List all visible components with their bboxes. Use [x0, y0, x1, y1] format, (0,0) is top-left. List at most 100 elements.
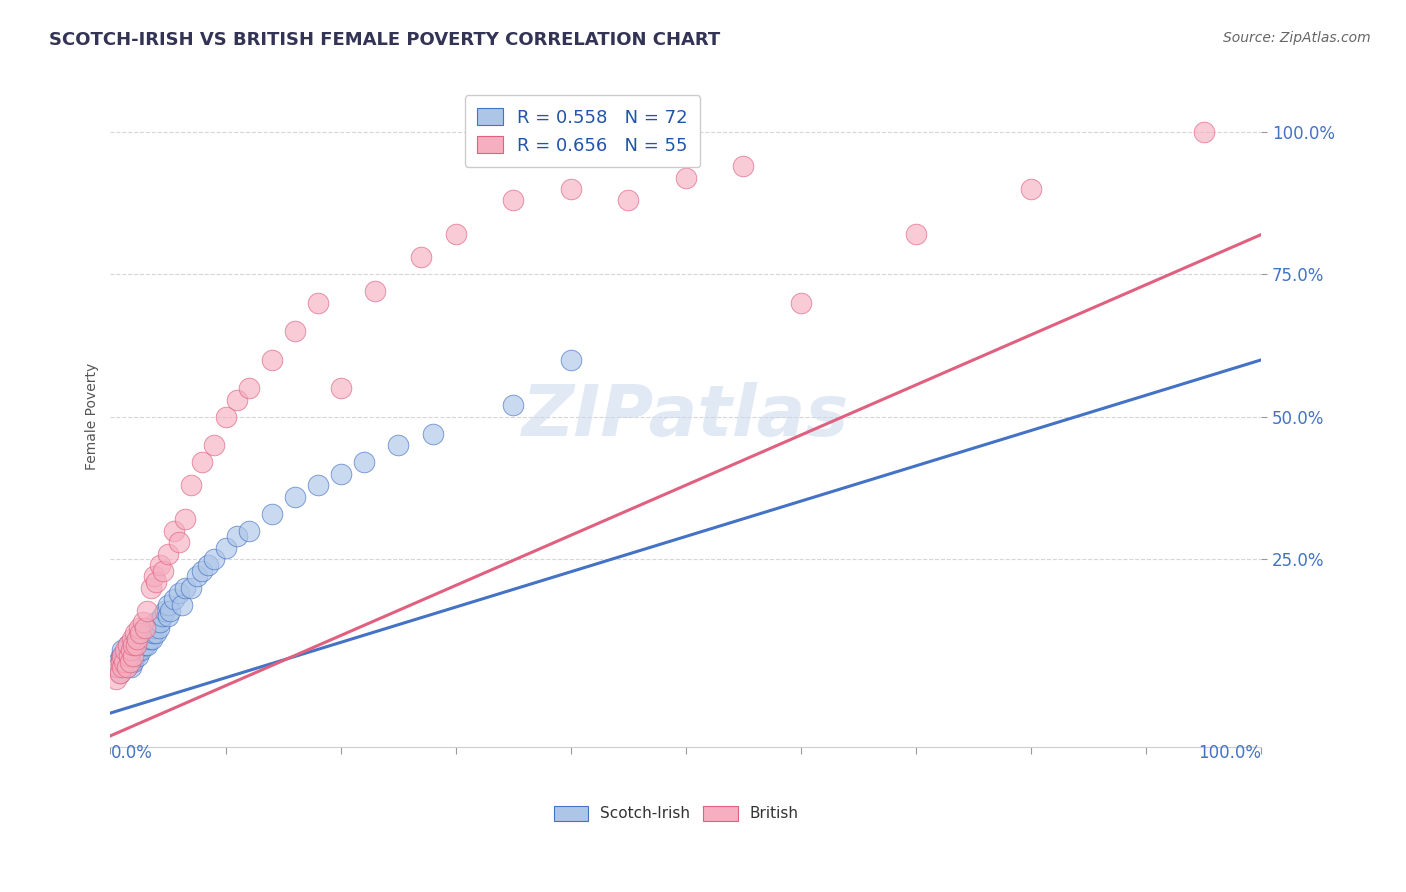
Point [156, 547, 179, 561]
Point [675, 170, 697, 185]
Point [145, 574, 167, 589]
Point [1192, 125, 1215, 139]
Point [134, 621, 156, 635]
Point [111, 660, 134, 674]
Point [145, 626, 167, 640]
Text: Scotch-Irish: Scotch-Irish [599, 805, 689, 821]
Point [284, 324, 307, 338]
Point [136, 638, 159, 652]
Point [112, 655, 135, 669]
Point [226, 392, 249, 407]
Text: British: British [749, 805, 799, 821]
Point [121, 643, 143, 657]
Point [197, 558, 219, 572]
Point [134, 638, 156, 652]
Point [114, 643, 136, 657]
Point [149, 558, 172, 572]
Point [238, 524, 260, 538]
Point [307, 478, 329, 492]
Point [138, 626, 160, 640]
Point [790, 296, 813, 310]
Point [214, 541, 236, 555]
Point [260, 507, 283, 521]
Point [502, 398, 524, 412]
Point [159, 603, 181, 617]
Point [125, 632, 148, 646]
Point [118, 649, 141, 664]
Point [353, 455, 375, 469]
Point [139, 581, 162, 595]
Point [124, 649, 146, 664]
Legend: R = 0.558   N = 72, R = 0.656   N = 55: R = 0.558 N = 72, R = 0.656 N = 55 [465, 95, 700, 168]
Point [444, 227, 467, 242]
Point [112, 655, 135, 669]
Point [138, 632, 160, 646]
Point [202, 552, 225, 566]
Point [125, 638, 148, 652]
Point [141, 632, 163, 646]
Point [120, 643, 142, 657]
Point [111, 649, 134, 664]
Point [125, 638, 148, 652]
Point [238, 381, 260, 395]
Point [174, 512, 197, 526]
Point [134, 626, 156, 640]
Point [110, 649, 132, 664]
Point [122, 655, 145, 669]
Point [128, 621, 150, 635]
Point [148, 621, 170, 635]
Point [180, 581, 202, 595]
Point [214, 409, 236, 424]
Point [131, 643, 153, 657]
Y-axis label: Female Poverty: Female Poverty [86, 363, 100, 470]
Point [108, 666, 131, 681]
Point [284, 490, 307, 504]
Point [163, 592, 186, 607]
Point [120, 660, 142, 674]
Point [329, 467, 352, 481]
Point [129, 626, 152, 640]
Point [143, 621, 166, 635]
Point [105, 660, 128, 674]
Point [129, 638, 152, 652]
Point [191, 564, 214, 578]
Point [163, 524, 186, 538]
Point [117, 643, 139, 657]
Point [122, 643, 145, 657]
Point [131, 632, 153, 646]
Point [174, 581, 197, 595]
Point [117, 638, 139, 652]
Point [122, 649, 145, 664]
Point [411, 250, 433, 264]
Point [905, 227, 928, 242]
Point [108, 666, 131, 681]
Point [107, 655, 129, 669]
Point [128, 632, 150, 646]
Point [120, 655, 142, 669]
Point [307, 296, 329, 310]
Text: 100.0%: 100.0% [1198, 745, 1261, 763]
Point [560, 182, 582, 196]
Point [560, 352, 582, 367]
Point [114, 649, 136, 664]
FancyBboxPatch shape [703, 806, 738, 821]
Point [122, 649, 145, 664]
Point [118, 655, 141, 669]
Point [136, 603, 159, 617]
Point [143, 569, 166, 583]
Point [617, 194, 640, 208]
Point [387, 438, 409, 452]
Text: 0.0%: 0.0% [111, 745, 152, 763]
Point [733, 159, 755, 173]
Text: Source: ZipAtlas.com: Source: ZipAtlas.com [1223, 31, 1371, 45]
Point [118, 655, 141, 669]
Point [121, 632, 143, 646]
Point [226, 529, 249, 543]
Point [202, 438, 225, 452]
Point [170, 598, 193, 612]
Point [260, 352, 283, 367]
FancyBboxPatch shape [554, 806, 588, 821]
Point [105, 672, 128, 686]
Point [145, 615, 167, 629]
Point [149, 615, 172, 629]
